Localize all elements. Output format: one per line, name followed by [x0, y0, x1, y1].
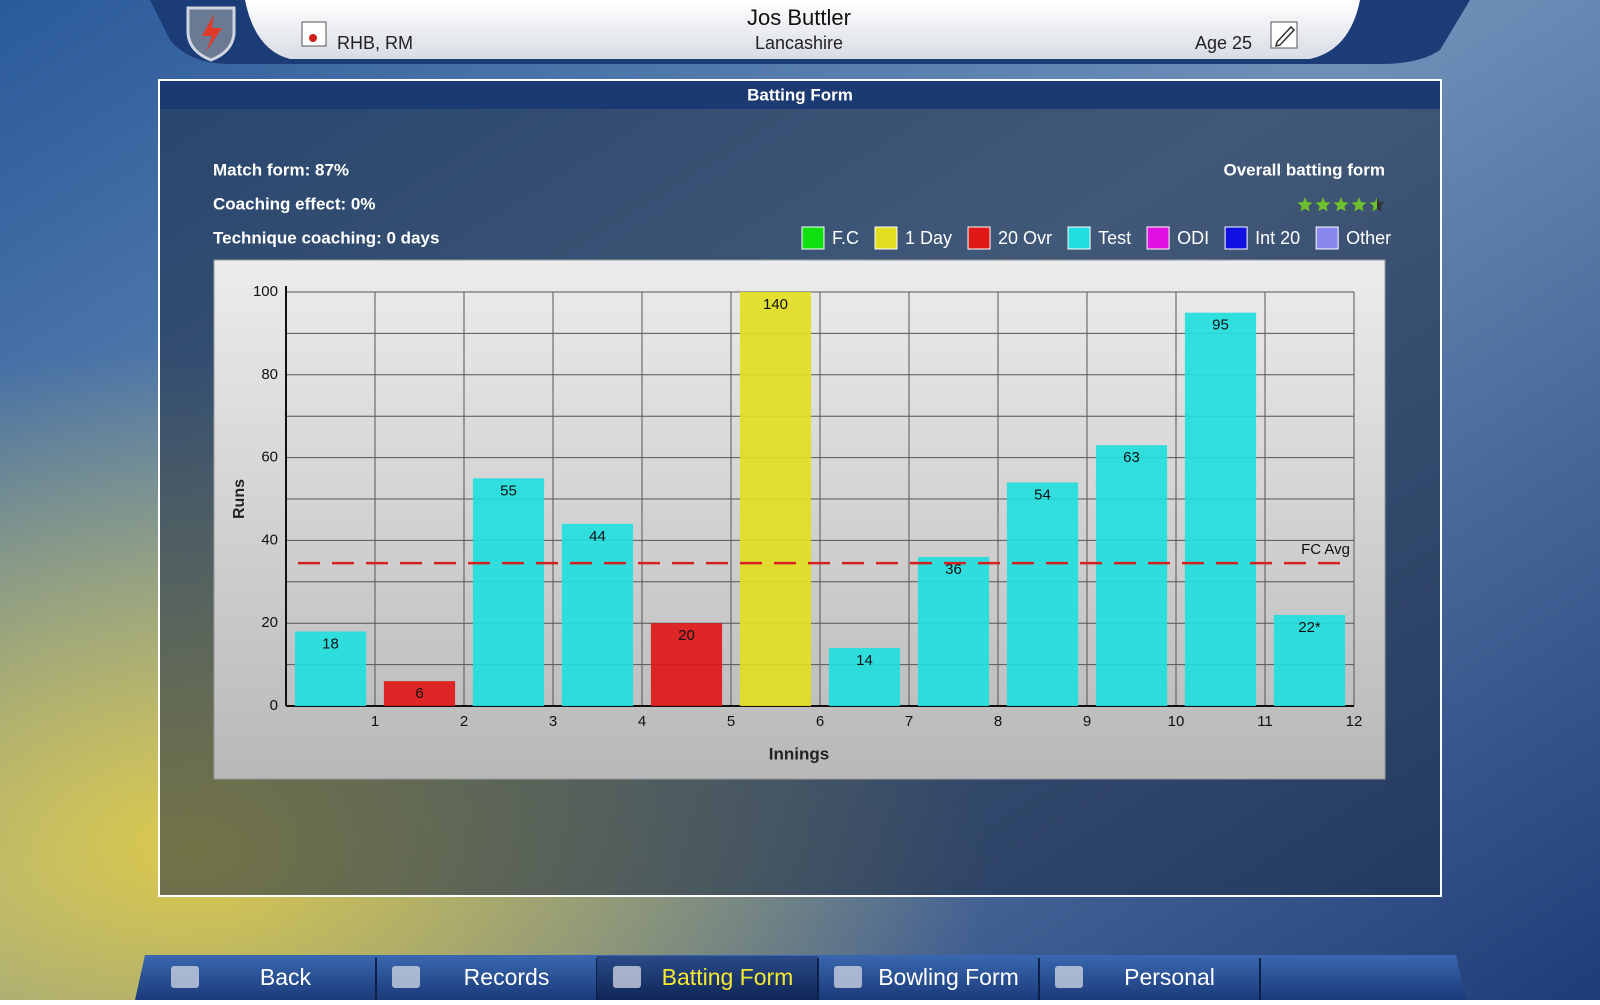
- x-tick-label: 11: [1257, 713, 1273, 730]
- edit-icon: [1274, 25, 1296, 48]
- rating-star: [1297, 197, 1313, 212]
- rating-star: [1333, 197, 1349, 212]
- x-axis-label: Innings: [769, 744, 829, 763]
- legend-swatch: [801, 226, 825, 250]
- y-tick-label: 100: [253, 283, 278, 300]
- x-tick-label: 7: [905, 713, 913, 730]
- stat-line: Match form: 87%: [213, 160, 349, 179]
- x-tick-label: 8: [994, 713, 1002, 730]
- header-band: [245, 0, 1360, 59]
- x-tick-label: 10: [1168, 713, 1185, 730]
- value-label: 18: [322, 635, 339, 652]
- value-label: 44: [589, 528, 606, 545]
- y-tick-label: 60: [261, 449, 278, 466]
- legend-label: Int 20: [1255, 228, 1300, 248]
- nav-label: Back: [260, 964, 312, 990]
- legend-swatch: [1224, 226, 1248, 250]
- bar: [650, 623, 723, 706]
- nav-label: Batting Form: [662, 964, 794, 990]
- nav-label: Records: [464, 964, 550, 990]
- ball-icon: [309, 34, 317, 42]
- legend-swatch: [874, 226, 898, 250]
- y-tick-label: 0: [270, 697, 278, 714]
- legend-swatch: [1315, 226, 1339, 250]
- reference-label: FC Avg: [1301, 541, 1350, 558]
- value-label: 140: [763, 296, 788, 313]
- x-tick-label: 2: [460, 713, 468, 730]
- legend-swatch: [967, 226, 991, 250]
- value-label: 55: [500, 482, 517, 499]
- player-style: RHB, RM: [337, 33, 413, 53]
- rating-label: Overall batting form: [1223, 160, 1385, 179]
- y-axis-label: Runs: [231, 479, 248, 519]
- x-tick-label: 3: [549, 713, 557, 730]
- y-tick-label: 20: [261, 614, 278, 631]
- nav-icon: [392, 966, 420, 988]
- rating-star: [1351, 197, 1367, 212]
- bar: [472, 478, 545, 706]
- legend-label: 1 Day: [905, 228, 952, 248]
- nav-icon: [171, 966, 199, 988]
- value-label: 20: [678, 627, 695, 644]
- bar: [383, 681, 456, 706]
- rating-star: [1369, 197, 1377, 212]
- x-tick-label: 6: [816, 713, 824, 730]
- bar: [828, 648, 901, 706]
- nav-icon: [613, 966, 641, 988]
- x-tick-label: 9: [1083, 713, 1091, 730]
- legend-label: ODI: [1177, 228, 1209, 248]
- value-label: 6: [415, 685, 423, 702]
- value-label: 95: [1212, 317, 1229, 334]
- panel-title-bar: [160, 81, 1440, 109]
- legend-label: Test: [1098, 228, 1131, 248]
- bar: [739, 292, 812, 706]
- value-label: 14: [856, 652, 873, 669]
- player-age: Age 25: [1195, 33, 1252, 53]
- x-tick-label: 12: [1346, 713, 1363, 730]
- player-name: Jos Buttler: [747, 5, 851, 30]
- nav-icon: [834, 966, 862, 988]
- bar: [1273, 614, 1346, 706]
- value-label: 22*: [1298, 619, 1321, 636]
- bar: [561, 523, 634, 706]
- panel-title: Batting Form: [747, 85, 853, 104]
- x-tick-label: 1: [371, 713, 379, 730]
- legend-label: 20 Ovr: [998, 228, 1052, 248]
- plot-area: [294, 292, 1346, 706]
- value-label: 54: [1034, 486, 1051, 503]
- bar: [917, 556, 990, 706]
- value-label: 36: [945, 561, 962, 578]
- bar: [294, 631, 367, 706]
- x-tick-label: 5: [727, 713, 735, 730]
- role-icon: [301, 21, 327, 47]
- bar: [1006, 482, 1079, 706]
- nav-icon: [1055, 966, 1083, 988]
- legend-label: F.C: [832, 228, 859, 248]
- stat-line: Technique coaching: 0 days: [213, 228, 439, 247]
- badge-bolt: [202, 14, 222, 52]
- bar: [1184, 312, 1257, 706]
- value-label: 63: [1123, 449, 1140, 466]
- x-tick-label: 4: [638, 713, 646, 730]
- player-team: Lancashire: [755, 33, 843, 53]
- legend-swatch: [1146, 226, 1170, 250]
- nav-label: Bowling Form: [878, 964, 1019, 990]
- stat-line: Coaching effect: 0%: [213, 194, 375, 213]
- legend-swatch: [1067, 226, 1091, 250]
- nav-label: Personal: [1124, 964, 1215, 990]
- y-tick-label: 40: [261, 531, 278, 548]
- rating-star: [1315, 197, 1331, 212]
- legend-label: Other: [1346, 228, 1391, 248]
- y-tick-label: 80: [261, 366, 278, 383]
- bar: [1095, 445, 1168, 706]
